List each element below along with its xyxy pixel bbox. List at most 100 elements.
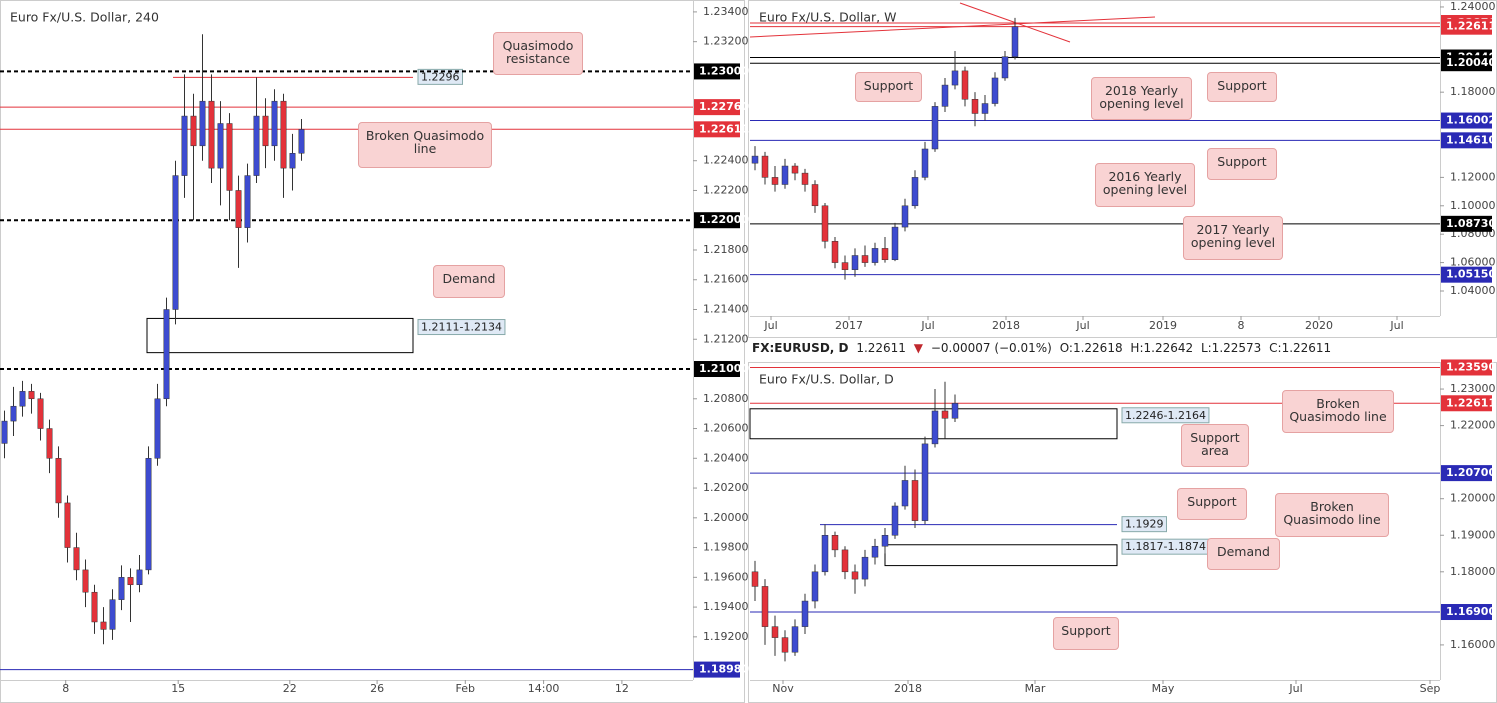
candle-body — [901, 205, 909, 228]
level-label: 1.22611 — [1446, 20, 1496, 33]
annotation: Support — [1053, 617, 1119, 650]
y-tick-label: 1.20400 — [703, 451, 749, 464]
level-label: 1.22000 — [699, 213, 749, 226]
arrow: ▼ — [913, 341, 923, 355]
candle-body — [851, 571, 859, 580]
candle-body — [1001, 56, 1009, 79]
candle-body — [841, 262, 849, 270]
candle-body — [881, 535, 889, 547]
candle-body — [931, 106, 939, 150]
candle-body — [971, 99, 979, 114]
level-label-box — [694, 99, 740, 116]
y-tick-label: 1.20600 — [703, 422, 749, 435]
annotation: 2017 Yearly opening level — [1183, 216, 1283, 260]
level-label-box — [694, 361, 740, 378]
candle-body — [1011, 26, 1019, 57]
x-tick-label: Feb — [456, 682, 475, 695]
candle-body — [961, 70, 969, 100]
level-label-box — [1441, 55, 1492, 72]
candle-body — [82, 569, 89, 593]
candle-body — [10, 405, 17, 422]
y-tick-label: 1.18000 — [1450, 85, 1496, 98]
x-tick-label: 2020 — [1305, 319, 1333, 332]
annotation: Support area — [1181, 424, 1249, 467]
x-tick-label: Jul — [1075, 319, 1089, 332]
x-tick-label: Nov — [772, 682, 794, 695]
candle-body — [791, 165, 799, 174]
annotation: Demand — [1207, 538, 1280, 570]
chart-title: Euro Fx/U.S. Dollar, 240 — [10, 10, 159, 25]
candle-body — [911, 480, 919, 521]
level-label-box — [1441, 395, 1492, 412]
candle-body — [217, 123, 224, 169]
level-label: 1.20700 — [1446, 466, 1496, 479]
x-tick-label: Jul — [1288, 682, 1302, 695]
zone-label-box — [1121, 407, 1210, 424]
y-tick-label: 1.20000 — [1450, 492, 1496, 505]
level-label-box — [1441, 112, 1492, 129]
zone — [146, 317, 414, 354]
candle-body — [981, 103, 989, 114]
candle-body — [100, 621, 107, 630]
candle-body — [761, 586, 769, 627]
candle-body — [37, 398, 44, 429]
candle-body — [801, 172, 809, 185]
y-tick-label: 1.20800 — [703, 392, 749, 405]
chart-title: Euro Fx/U.S. Dollar, D — [759, 372, 894, 387]
candle-body — [871, 248, 879, 263]
candle-body — [172, 175, 179, 310]
level-label: 1.20040 — [1446, 56, 1496, 69]
y-tick-label: 1.21800 — [703, 243, 749, 256]
x-tick-label: 12 — [615, 682, 629, 695]
candle-body — [771, 177, 779, 185]
candle-body — [791, 626, 799, 653]
y-tick-label: 1.16000 — [1450, 638, 1496, 651]
y-tick-label: 1.21600 — [703, 273, 749, 286]
x-tick-label: Jul — [763, 319, 777, 332]
candle-body — [1, 420, 8, 444]
y-tick-label: 1.04000 — [1450, 284, 1496, 297]
chart-title: Euro Fx/U.S. Dollar, W — [759, 10, 896, 25]
candle-body — [19, 391, 26, 407]
marked-line-label-box — [417, 68, 463, 85]
candle-body — [91, 591, 98, 623]
candle-body — [911, 177, 919, 207]
candle-body — [921, 148, 929, 178]
annotation: 2016 Yearly opening level — [1095, 163, 1195, 207]
x-tick-label: 2017 — [835, 319, 863, 332]
x-tick-label: 14:00 — [528, 682, 560, 695]
level-label-box — [1441, 359, 1492, 376]
change: −0.00007 (−0.01%) — [930, 341, 1052, 355]
candle-body — [841, 549, 849, 573]
candle-body — [109, 599, 116, 630]
candle-body — [931, 410, 939, 445]
y-tick-label: 1.23200 — [703, 35, 749, 48]
candle-body — [851, 255, 859, 270]
candle-body — [821, 205, 829, 242]
candle-body — [811, 571, 819, 602]
level-label: 1.23590 — [1446, 360, 1496, 373]
marked-line-label: 1.2296 — [421, 70, 460, 83]
symbol: FX:EURUSD, D — [752, 341, 849, 355]
x-tick-label: 2018 — [992, 319, 1020, 332]
level-label: 1.16002 — [1446, 114, 1496, 127]
close: C:1.22611 — [1269, 341, 1332, 355]
candle-body — [181, 115, 188, 176]
y-tick-label: 1.18000 — [1450, 565, 1496, 578]
level-label-box — [694, 212, 740, 229]
y-tick-label: 1.20000 — [703, 511, 749, 524]
candle-body — [951, 70, 959, 86]
x-tick-label: 2018 — [894, 682, 922, 695]
x-tick-label: Jul — [1389, 319, 1403, 332]
y-tick-label: 1.22400 — [703, 154, 749, 167]
candle-body — [861, 255, 869, 263]
y-tick-label: 1.20200 — [703, 481, 749, 494]
level-label: 1.08730 — [1446, 217, 1496, 230]
candle-body — [55, 458, 62, 504]
x-tick-label: 22 — [283, 682, 297, 695]
candle-body — [861, 556, 869, 580]
x-tick-label: 8 — [62, 682, 69, 695]
marked-line-label: 1.1929 — [1125, 518, 1164, 531]
level-label-box — [1441, 604, 1492, 621]
